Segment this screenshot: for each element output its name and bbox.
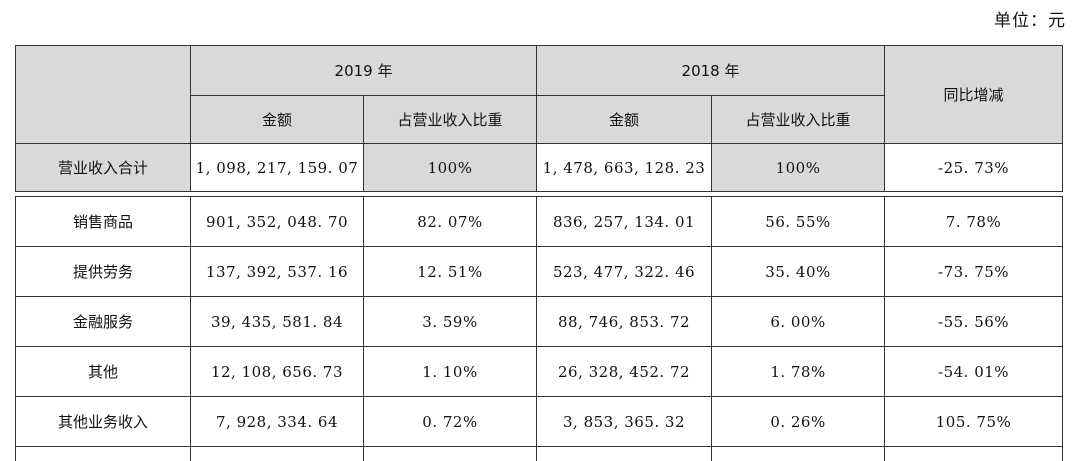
table-row: 其他 12, 108, 656. 73 1. 10% 26, 328, 452.… xyxy=(15,346,1064,397)
row-amount-2019: 39, 435, 581. 84 xyxy=(190,296,364,347)
row-yoy: -55. 56% xyxy=(884,296,1064,347)
row-yoy: 7. 78% xyxy=(884,196,1064,247)
row-label: 销售商品 xyxy=(15,196,191,247)
row-amount-2019: 901, 352, 048. 70 xyxy=(190,196,364,247)
header-amount-2019: 金额 xyxy=(190,95,364,144)
row-label: 其他业务收入 xyxy=(15,396,191,447)
header-year-2018: 2018 年 xyxy=(536,45,886,96)
row-ratio-2019: 82. 07% xyxy=(362,196,538,247)
row-ratio-2018: 1. 78% xyxy=(711,346,886,397)
header-ratio-2019: 占营业收入比重 xyxy=(362,95,538,144)
row-amount-2018: 26, 328, 452. 72 xyxy=(536,346,713,397)
row-yoy: -73. 75% xyxy=(884,246,1064,297)
table-row: 提供劳务 137, 392, 537. 16 12. 51% 523, 477,… xyxy=(15,246,1064,297)
unit-label: 单位：元 xyxy=(994,11,1066,31)
row-amount-2019: 7, 928, 334. 64 xyxy=(190,396,364,447)
header-year-2019: 2019 年 xyxy=(189,45,538,96)
total-ratio-2019: 100% xyxy=(362,143,538,192)
row-label: 其他 xyxy=(15,346,191,397)
row-amount-2018: 3, 853, 365. 32 xyxy=(536,396,713,447)
total-yoy: -25. 73% xyxy=(884,143,1064,192)
row-amount-2019: 12, 108, 656. 73 xyxy=(190,346,364,397)
total-label: 营业收入合计 xyxy=(15,143,191,192)
row-amount-2018: 836, 257, 134. 01 xyxy=(536,196,713,247)
row-ratio-2019: 1. 10% xyxy=(362,346,538,397)
header-corner-cell xyxy=(15,45,191,144)
row-amount-2018: 88, 746, 853. 72 xyxy=(536,296,713,347)
table-tail-row xyxy=(15,446,1064,461)
table-row: 金融服务 39, 435, 581. 84 3. 59% 88, 746, 85… xyxy=(15,296,1064,347)
row-label: 金融服务 xyxy=(15,296,191,347)
table-row: 销售商品 901, 352, 048. 70 82. 07% 836, 257,… xyxy=(15,196,1064,247)
row-amount-2019: 137, 392, 537. 16 xyxy=(190,246,364,297)
row-ratio-2018: 0. 26% xyxy=(711,396,886,447)
tail-cell xyxy=(190,446,364,461)
row-ratio-2019: 3. 59% xyxy=(362,296,538,347)
header-row-metrics: 金额 占营业收入比重 金额 占营业收入比重 xyxy=(16,95,1063,144)
header-ratio-2018: 占营业收入比重 xyxy=(711,95,886,144)
row-ratio-2019: 12. 51% xyxy=(362,246,538,297)
total-row: 营业收入合计 1, 098, 217, 159. 07 100% 1, 478,… xyxy=(15,143,1064,192)
header-row-years: 2019 年 2018 年 同比增减 xyxy=(15,45,1064,144)
row-yoy: -54. 01% xyxy=(884,346,1064,397)
tail-cell xyxy=(536,446,713,461)
row-label: 提供劳务 xyxy=(15,246,191,297)
tail-cell xyxy=(884,446,1064,461)
header-amount-2018: 金额 xyxy=(536,95,713,144)
tail-cell xyxy=(711,446,886,461)
table-row: 其他业务收入 7, 928, 334. 64 0. 72% 3, 853, 36… xyxy=(15,396,1064,447)
row-ratio-2019: 0. 72% xyxy=(362,396,538,447)
row-amount-2018: 523, 477, 322. 46 xyxy=(536,246,713,297)
tail-cell xyxy=(362,446,538,461)
total-ratio-2018: 100% xyxy=(711,143,886,192)
row-yoy: 105. 75% xyxy=(884,396,1064,447)
total-amount-2019: 1, 098, 217, 159. 07 xyxy=(190,143,364,192)
revenue-table: 2019 年 2018 年 同比增减 金额 占营业收入比重 金额 占营业收入比重… xyxy=(15,45,1064,461)
row-ratio-2018: 56. 55% xyxy=(711,196,886,247)
row-ratio-2018: 6. 00% xyxy=(711,296,886,347)
header-yoy: 同比增减 xyxy=(884,45,1064,144)
row-ratio-2018: 35. 40% xyxy=(711,246,886,297)
total-amount-2018: 1, 478, 663, 128. 23 xyxy=(536,143,713,192)
tail-cell xyxy=(15,446,191,461)
